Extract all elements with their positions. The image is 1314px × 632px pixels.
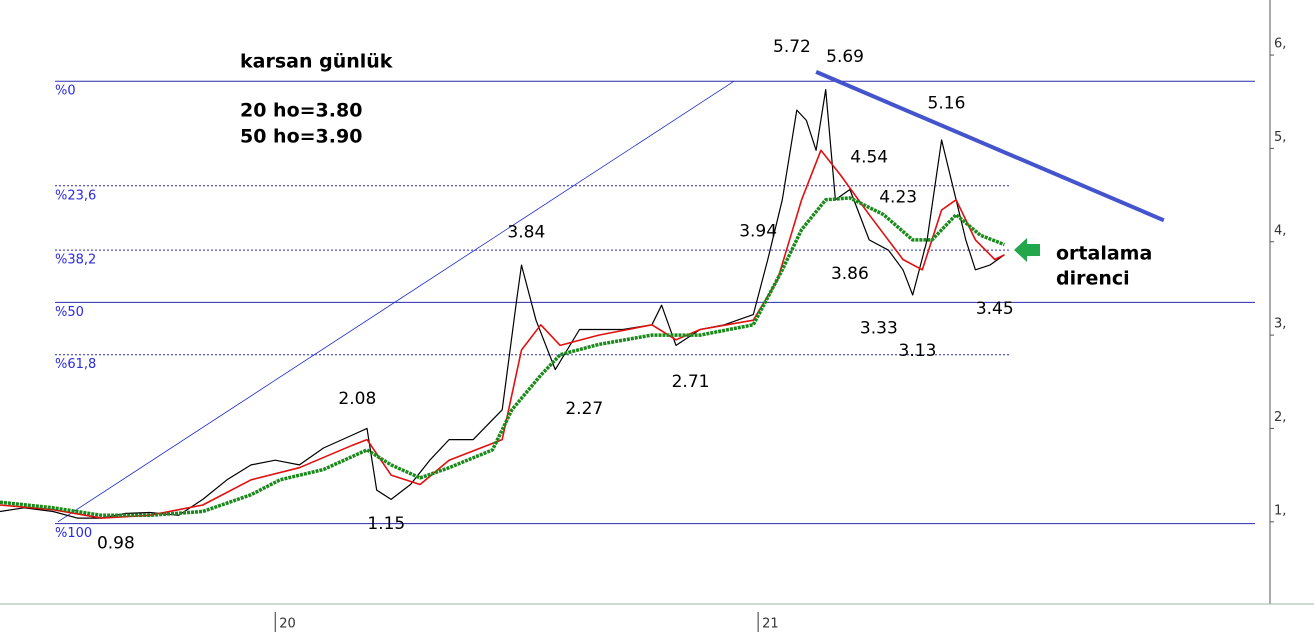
fib-label: %100 — [55, 526, 92, 541]
price-label: 0.98 — [97, 534, 135, 554]
trendline — [815, 70, 1165, 223]
price-label: 2.27 — [565, 399, 603, 419]
price-label: 3.86 — [831, 264, 869, 284]
price-label: 1.15 — [367, 514, 405, 534]
x-tick-label: 21 — [762, 617, 779, 632]
fib-label: %61,8 — [55, 357, 96, 372]
y-tick-label: 6, — [1274, 37, 1286, 52]
annotation: 50 ho=3.90 — [240, 126, 362, 148]
x-tick-label: 20 — [279, 617, 296, 632]
fib-label: %50 — [55, 305, 84, 320]
price-label: 5.69 — [826, 47, 864, 67]
chart-title: karsan günlük — [240, 51, 393, 73]
price-label: 3.33 — [860, 318, 898, 338]
price-label: 4.54 — [850, 147, 888, 167]
price-label: 3.84 — [507, 223, 545, 243]
price-label: 4.23 — [879, 187, 917, 207]
series-line — [0, 196, 1006, 518]
fib-label: %38,2 — [55, 253, 96, 268]
y-tick-label: 2, — [1274, 410, 1286, 425]
callout: ortalama — [1056, 243, 1152, 265]
price-label: 5.16 — [928, 93, 966, 113]
fib-label: %23,6 — [55, 188, 96, 203]
series-line — [0, 89, 1005, 519]
arrow — [1014, 238, 1040, 262]
price-label: 3.45 — [976, 299, 1014, 319]
series-line — [0, 149, 1005, 519]
trendline — [57, 80, 735, 523]
y-tick-label: 4, — [1274, 223, 1286, 238]
price-label: 3.94 — [739, 221, 777, 241]
y-tick-label: 1, — [1274, 503, 1286, 518]
y-tick-label: 5, — [1274, 130, 1286, 145]
callout: direnci — [1056, 268, 1130, 290]
price-label: 2.08 — [338, 389, 376, 409]
price-label: 5.72 — [773, 37, 811, 57]
annotation: 20 ho=3.80 — [240, 100, 362, 122]
fib-label: %0 — [55, 84, 76, 99]
price-label: 3.13 — [899, 341, 937, 361]
price-label: 2.71 — [672, 372, 710, 392]
y-tick-label: 3, — [1274, 317, 1286, 332]
